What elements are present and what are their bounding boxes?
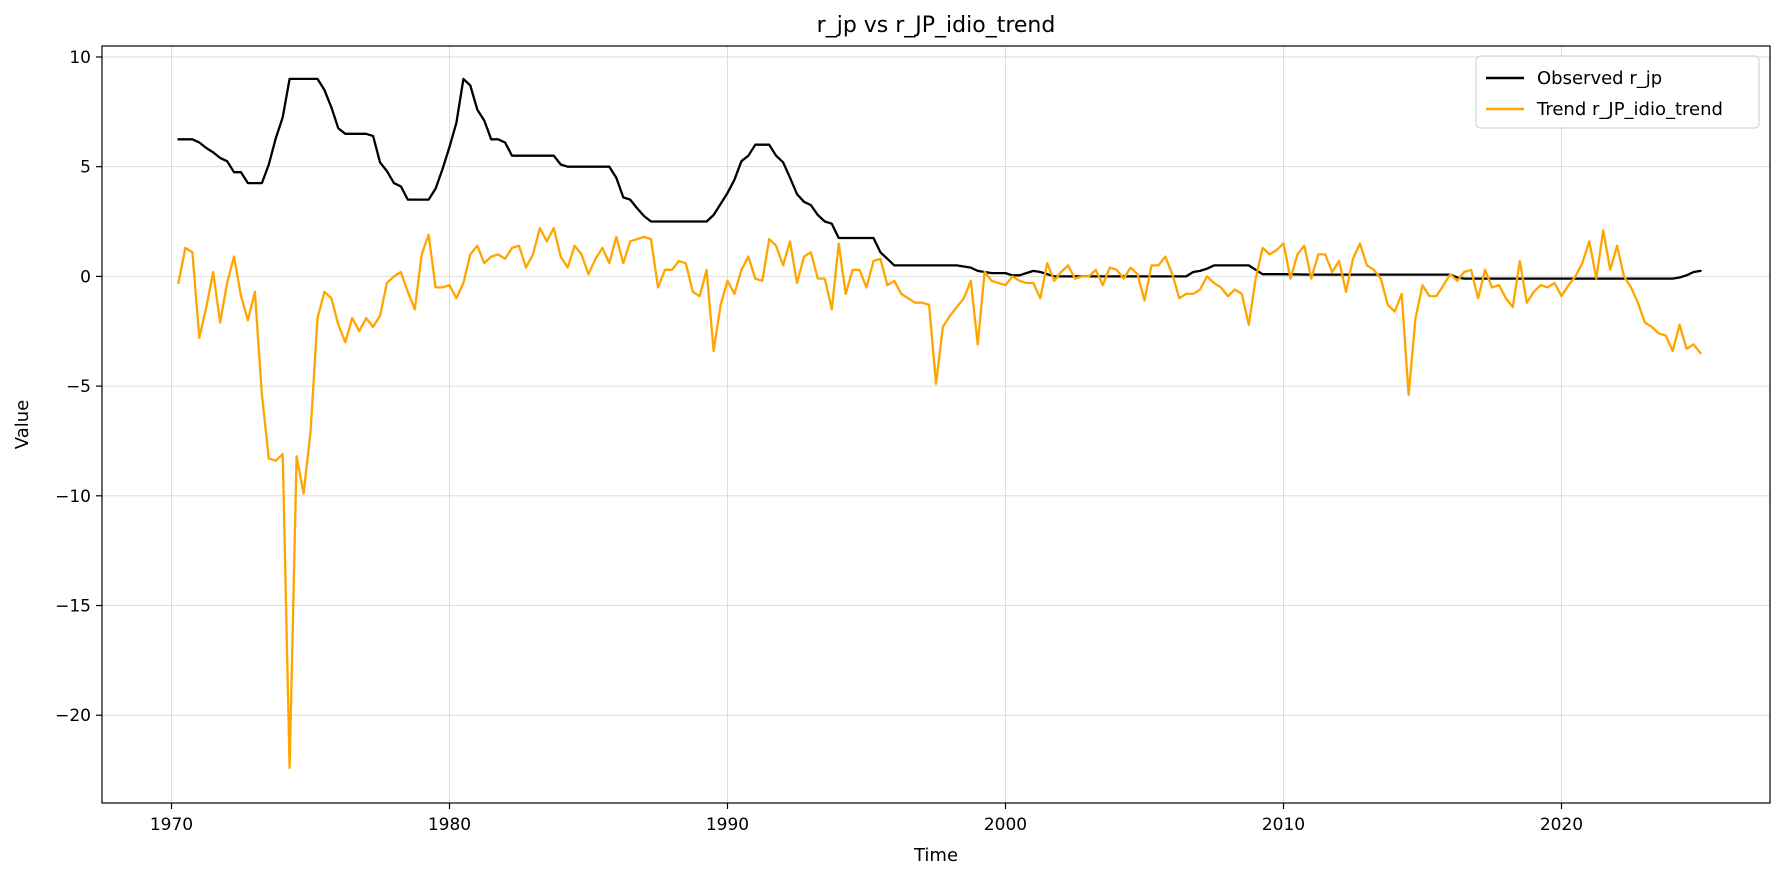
x-axis: 1970 1980 1990 2000 2010 2020 [150, 803, 1583, 835]
series-layer [177, 77, 1702, 770]
series-line-1 [177, 226, 1702, 770]
legend-box [1475, 55, 1760, 129]
y-tick-label: 0 [80, 267, 91, 287]
x-axis-label: Time [913, 845, 958, 866]
x-tick-label: 1970 [150, 815, 193, 835]
plot-area-frame [101, 45, 1771, 804]
chart-title: r_jp vs r_JP_idio_trend [817, 13, 1056, 38]
y-tick-label: −5 [66, 377, 91, 397]
x-tick-label: 2000 [984, 815, 1027, 835]
x-tick-label: 1990 [706, 815, 749, 835]
legend-label: Trend r_JP_idio_trend [1536, 99, 1723, 120]
y-tick-label: −20 [55, 706, 91, 726]
x-tick-label: 2010 [1262, 815, 1305, 835]
y-tick-label: −10 [55, 487, 91, 507]
series-line-0 [177, 77, 1702, 280]
y-tick-label: −15 [55, 597, 91, 617]
x-tick-label: 1980 [428, 815, 471, 835]
y-tick-label: 10 [69, 48, 91, 68]
y-axis: 10 5 0 −5 −10 −15 −20 [55, 48, 102, 726]
x-tick-label: 2020 [1540, 815, 1583, 835]
y-tick-label: 5 [80, 158, 91, 178]
y-axis-label: Value [12, 400, 33, 449]
legend-label: Observed r_jp [1537, 68, 1662, 89]
legend: Observed r_jp Trend r_JP_idio_trend [1475, 55, 1760, 129]
